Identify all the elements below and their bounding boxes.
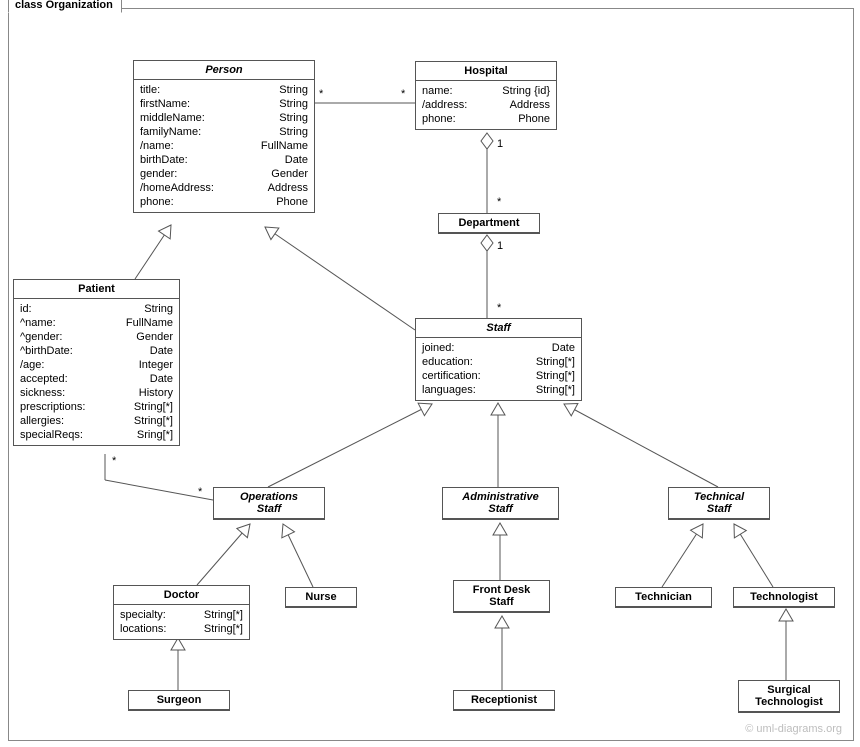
attr-row: joined:Date	[422, 341, 575, 355]
multiplicity: *	[198, 486, 202, 498]
class-tech_staff: TechnicalStaff	[668, 487, 770, 520]
frame-label: class Organization	[8, 0, 122, 13]
class-title: Doctor	[114, 586, 249, 605]
multiplicity: *	[319, 88, 323, 100]
attr-row: /homeAddress:Address	[140, 181, 308, 195]
attr-row: accepted:Date	[20, 372, 173, 386]
class-patient: Patientid:String^name:FullName^gender:Ge…	[13, 279, 180, 446]
class-surg_tech: SurgicalTechnologist	[738, 680, 840, 713]
class-title: Nurse	[286, 588, 356, 607]
attr-row: /name:FullName	[140, 139, 308, 153]
attr-row: /address:Address	[422, 98, 550, 112]
class-body: name:String {id}/address:Addressphone:Ph…	[416, 81, 556, 129]
class-body: specialty:String[*]locations:String[*]	[114, 605, 249, 639]
attr-row: specialReqs:Sring[*]	[20, 428, 173, 442]
attr-row: languages:String[*]	[422, 383, 575, 397]
class-person: Persontitle:StringfirstName:Stringmiddle…	[133, 60, 315, 213]
class-nurse: Nurse	[285, 587, 357, 608]
class-title: Technician	[616, 588, 711, 607]
class-frontdesk: Front DeskStaff	[453, 580, 550, 613]
attr-row: education:String[*]	[422, 355, 575, 369]
class-staff: Staffjoined:Dateeducation:String[*]certi…	[415, 318, 582, 401]
class-title: Technologist	[734, 588, 834, 607]
multiplicity: 1	[497, 240, 503, 252]
attr-row: firstName:String	[140, 97, 308, 111]
attr-row: phone:Phone	[422, 112, 550, 126]
class-title: Surgeon	[129, 691, 229, 710]
attr-row: ^name:FullName	[20, 316, 173, 330]
attr-row: id:String	[20, 302, 173, 316]
attr-row: prescriptions:String[*]	[20, 400, 173, 414]
attr-row: allergies:String[*]	[20, 414, 173, 428]
class-title: Hospital	[416, 62, 556, 81]
class-technologist: Technologist	[733, 587, 835, 608]
class-technician: Technician	[615, 587, 712, 608]
class-title: Department	[439, 214, 539, 233]
attr-row: certification:String[*]	[422, 369, 575, 383]
class-title: Person	[134, 61, 314, 80]
attr-row: name:String {id}	[422, 84, 550, 98]
class-hospital: Hospitalname:String {id}/address:Address…	[415, 61, 557, 130]
attr-row: gender:Gender	[140, 167, 308, 181]
class-title: OperationsStaff	[214, 488, 324, 519]
class-body: joined:Dateeducation:String[*]certificat…	[416, 338, 581, 400]
class-title: AdministrativeStaff	[443, 488, 558, 519]
class-doctor: Doctorspecialty:String[*]locations:Strin…	[113, 585, 250, 640]
class-ops_staff: OperationsStaff	[213, 487, 325, 520]
class-title: Staff	[416, 319, 581, 338]
class-title: Front DeskStaff	[454, 581, 549, 612]
class-title: SurgicalTechnologist	[739, 681, 839, 712]
class-surgeon: Surgeon	[128, 690, 230, 711]
attr-row: familyName:String	[140, 125, 308, 139]
attr-row: sickness:History	[20, 386, 173, 400]
attr-row: ^gender:Gender	[20, 330, 173, 344]
multiplicity: *	[497, 302, 501, 314]
attr-row: title:String	[140, 83, 308, 97]
attr-row: /age:Integer	[20, 358, 173, 372]
attr-row: birthDate:Date	[140, 153, 308, 167]
attr-row: phone:Phone	[140, 195, 308, 209]
class-body: title:StringfirstName:StringmiddleName:S…	[134, 80, 314, 212]
class-title: Receptionist	[454, 691, 554, 710]
multiplicity: *	[112, 455, 116, 467]
class-title: Patient	[14, 280, 179, 299]
multiplicity: *	[401, 88, 405, 100]
class-title: TechnicalStaff	[669, 488, 769, 519]
class-admin_staff: AdministrativeStaff	[442, 487, 559, 520]
multiplicity: *	[497, 196, 501, 208]
attr-row: middleName:String	[140, 111, 308, 125]
watermark: © uml-diagrams.org	[745, 723, 842, 735]
multiplicity: 1	[497, 138, 503, 150]
attr-row: ^birthDate:Date	[20, 344, 173, 358]
class-receptionist: Receptionist	[453, 690, 555, 711]
attr-row: locations:String[*]	[120, 622, 243, 636]
class-department: Department	[438, 213, 540, 234]
class-body: id:String^name:FullName^gender:Gender^bi…	[14, 299, 179, 445]
attr-row: specialty:String[*]	[120, 608, 243, 622]
